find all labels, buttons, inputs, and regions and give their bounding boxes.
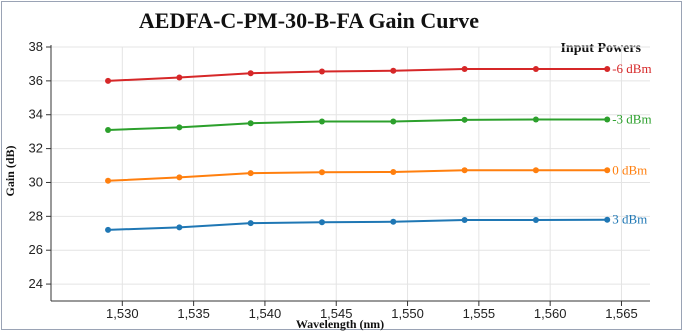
x-axis-title: Wavelength (nm) [296, 317, 384, 331]
data-point-3-dbm [247, 120, 254, 127]
chart-title: AEDFA-C-PM-30-B-FA Gain Curve [139, 8, 479, 33]
data-point-6-dbm [247, 70, 254, 77]
y-tick-label: 26 [29, 242, 43, 257]
data-point-3-dbm [318, 219, 325, 226]
data-point-3-dbm [604, 116, 611, 123]
data-point-0-dbm [390, 168, 397, 175]
data-point-0-dbm [461, 167, 468, 174]
data-point-6-dbm [604, 66, 611, 73]
data-point-0-dbm [318, 169, 325, 176]
series-line-3-dbm [108, 218, 608, 231]
data-point-3-dbm [461, 116, 468, 123]
data-point-3-dbm [461, 217, 468, 224]
x-tick-label: 1,530 [106, 306, 139, 321]
data-point-3-dbm [390, 118, 397, 125]
data-point-3-dbm [176, 224, 183, 231]
y-tick-label: 32 [29, 141, 43, 156]
series-label-3-dbm: -3 dBm [612, 111, 651, 126]
x-tick-label: 1,545 [320, 306, 353, 321]
data-point-3-dbm [318, 118, 325, 125]
data-point-6-dbm [318, 68, 325, 75]
data-point-3-dbm [105, 226, 112, 233]
data-point-3-dbm [176, 124, 183, 131]
x-tick-label: 1,535 [177, 306, 210, 321]
data-point-6-dbm [176, 74, 183, 81]
y-tick-label: 38 [29, 39, 43, 54]
data-point-3-dbm [247, 220, 254, 227]
y-axis-title: Gain (dB) [3, 145, 17, 196]
data-point-3-dbm [390, 218, 397, 225]
axes [46, 45, 650, 306]
grid-lines [51, 46, 650, 301]
data-point-0-dbm [604, 167, 611, 174]
series-line-0-dbm [108, 169, 608, 182]
data-point-0-dbm [532, 167, 539, 174]
y-tick-label: 30 [29, 174, 43, 189]
x-tick-label: 1,550 [391, 306, 424, 321]
series-label-6-dbm: -6 dBm [612, 61, 651, 76]
data-point-6-dbm [461, 66, 468, 73]
data-point-3-dbm [532, 116, 539, 123]
data-point-3-dbm [604, 216, 611, 223]
data-point-6-dbm [390, 67, 397, 74]
data-point-0-dbm [176, 174, 183, 181]
y-tick-label: 36 [29, 73, 43, 88]
data-point-0-dbm [105, 177, 112, 184]
legend-title: Input Powers [560, 41, 641, 56]
x-tick-label: 1,560 [534, 306, 567, 321]
series-label-3-dbm: 3 dBm [612, 212, 647, 227]
series-label-0-dbm: 0 dBm [612, 162, 647, 177]
y-tick-label: 28 [29, 208, 43, 223]
x-tick-label: 1,565 [605, 306, 638, 321]
data-point-0-dbm [247, 170, 254, 177]
series-line-6-dbm [108, 68, 608, 82]
tick-labels: 24 26 28 30 32 34 36 38 1,530 1,535 1,540 1,545 1,55… [29, 39, 638, 321]
data-point-6-dbm [532, 66, 539, 73]
y-tick-label: 34 [29, 107, 43, 122]
series-line-3-dbm [108, 118, 608, 131]
data-point-3-dbm [105, 126, 112, 133]
data-point-3-dbm [532, 217, 539, 224]
data-point-6-dbm [105, 77, 112, 84]
y-tick-label: 24 [29, 276, 43, 291]
x-tick-label: 1,540 [249, 306, 282, 321]
series: -6 dBm -3 dBm 0 dBm 3 dBm [105, 61, 652, 233]
x-tick-label: 1,555 [463, 306, 496, 321]
